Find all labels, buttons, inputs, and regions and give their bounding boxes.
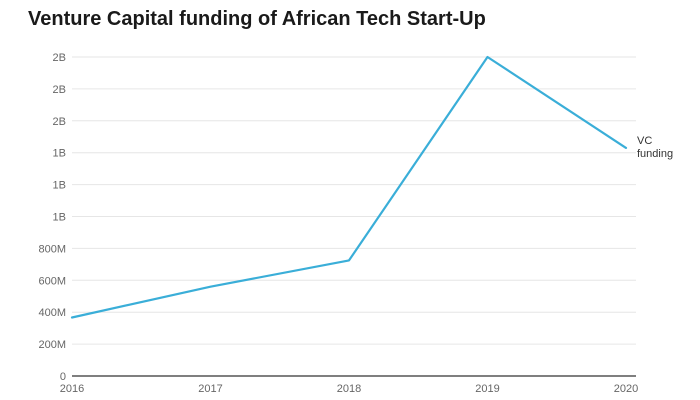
y-axis-ticks: 0 200M 400M 600M 800M 1B 1B 1B 2B 2B 2B [38,52,66,383]
x-tick-label: 2018 [337,383,361,395]
y-tick-label: 1B [53,180,66,192]
y-tick-label: 200M [38,339,66,351]
series-line [70,55,628,319]
y-tick-label: 800M [38,243,66,255]
series-group: VC funding [70,55,673,319]
x-tick-label: 2017 [198,383,222,395]
y-tick-label: 2B [53,84,66,96]
y-tick-label: 600M [38,275,66,287]
series-label-line: VC [637,135,652,147]
x-tick-label: 2016 [60,383,84,395]
y-tick-label: 1B [53,148,66,160]
gridlines [72,56,636,345]
chart-title: Venture Capital funding of African Tech … [28,8,486,30]
x-tick-label: 2019 [475,383,499,395]
series-label-line: funding [637,148,673,160]
x-axis-ticks: 2016 2017 2018 2019 2020 [60,383,638,395]
y-tick-label: 1B [53,212,66,224]
series-label: VC funding [637,135,673,160]
y-tick-label: 0 [60,371,66,383]
y-tick-label: 2B [53,116,66,128]
x-tick-label: 2020 [614,383,638,395]
y-tick-label: 2B [53,52,66,64]
y-tick-label: 400M [38,307,66,319]
